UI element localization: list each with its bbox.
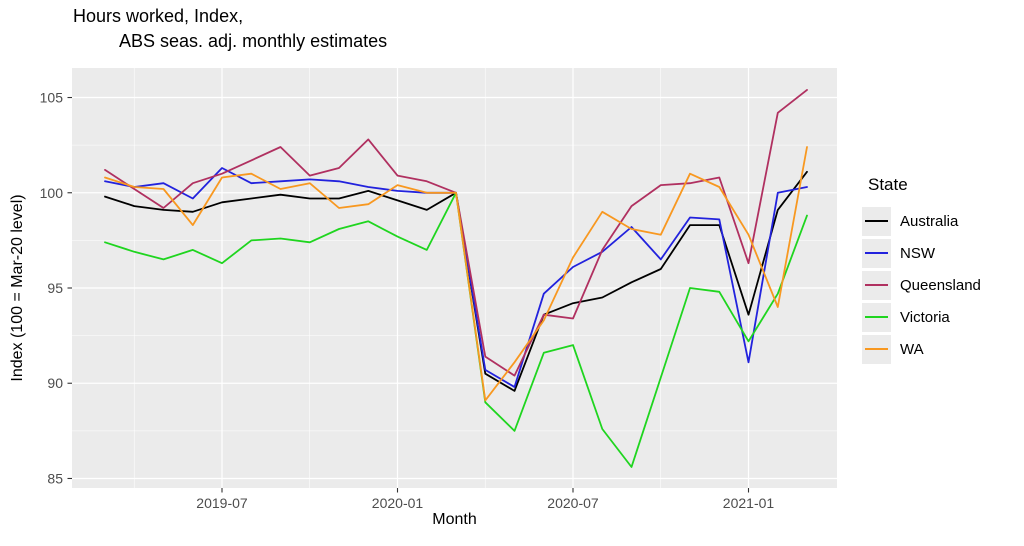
x-tick-label: 2019-07 xyxy=(196,495,248,511)
chart-title-line1: Hours worked, Index, xyxy=(73,6,244,26)
legend-item-victoria: Victoria xyxy=(862,303,981,332)
legend-item-queensland: Queensland xyxy=(862,271,981,300)
legend-label: Australia xyxy=(900,213,959,230)
legend-line-icon xyxy=(865,348,888,350)
chart-title-line2: ABS seas. adj. monthly estimates xyxy=(119,31,388,51)
series-line-wa xyxy=(104,146,808,402)
legend-item-australia: Australia xyxy=(862,207,981,236)
legend-line-icon xyxy=(865,284,888,286)
legend: State Australia NSW Queensland Victoria WA xyxy=(862,175,981,367)
x-tick-label: 2021-01 xyxy=(723,495,775,511)
y-tick-label: 100 xyxy=(40,185,64,201)
y-tick-label: 105 xyxy=(40,90,64,106)
legend-key-australia xyxy=(862,207,891,236)
legend-item-nsw: NSW xyxy=(862,239,981,268)
legend-title: State xyxy=(868,175,908,194)
legend-items: Australia NSW Queensland Victoria WA xyxy=(862,207,981,364)
y-tick-label: 90 xyxy=(47,375,63,391)
legend-key-victoria xyxy=(862,303,891,332)
y-tick-label: 85 xyxy=(47,470,63,486)
legend-line-icon xyxy=(865,316,888,318)
legend-label: Victoria xyxy=(900,309,950,326)
legend-label: NSW xyxy=(900,245,935,262)
panel-background xyxy=(72,68,837,488)
legend-label: WA xyxy=(900,341,924,358)
legend-key-wa xyxy=(862,335,891,364)
y-tick-label: 95 xyxy=(47,280,63,296)
x-tick-label: 2020-07 xyxy=(547,495,599,511)
x-tick-label: 2020-01 xyxy=(372,495,424,511)
legend-item-wa: WA xyxy=(862,335,981,364)
x-axis-title: Month xyxy=(432,511,477,528)
legend-key-queensland xyxy=(862,271,891,300)
legend-line-icon xyxy=(865,252,888,254)
legend-line-icon xyxy=(865,220,888,222)
legend-label: Queensland xyxy=(900,277,981,294)
legend-key-nsw xyxy=(862,239,891,268)
y-axis-title: Index (100 = Mar-20 level) xyxy=(9,194,26,382)
